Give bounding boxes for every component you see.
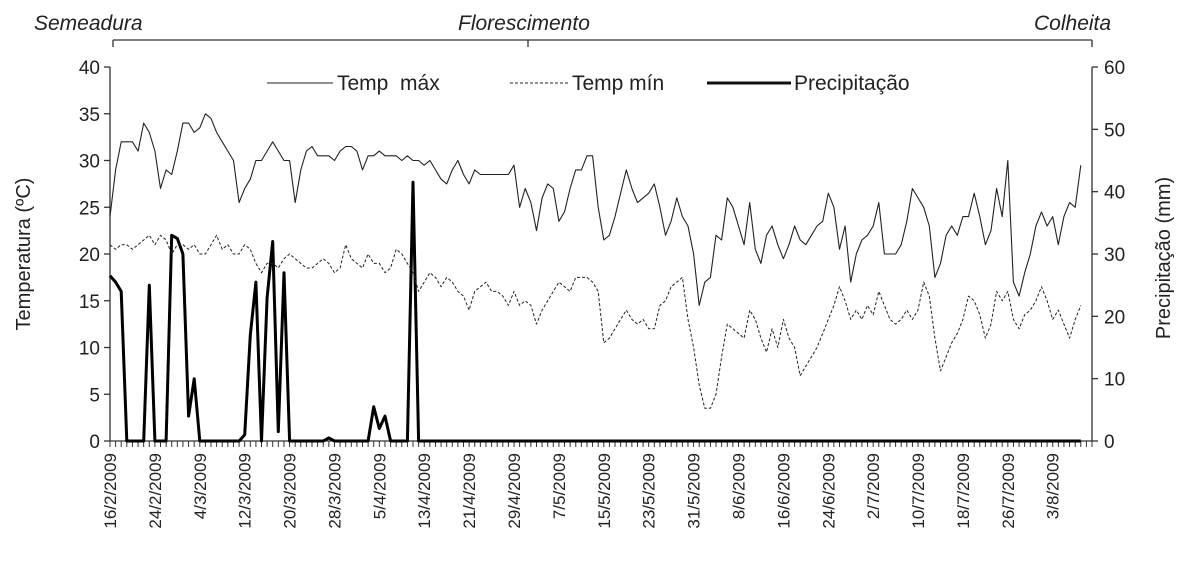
series-line-temp-min (109, 234, 1082, 409)
x-tick-label: 24/2/2009 (146, 453, 165, 529)
legend-label-temp-max: Temp máx (337, 72, 440, 95)
y-tick-left-label: 0 (89, 432, 100, 453)
y-tick-left-label: 30 (79, 152, 100, 173)
y-tick-right-label: 0 (1104, 432, 1115, 453)
x-tick-label: 10/7/2009 (909, 453, 928, 529)
y-tick-left-label: 20 (79, 245, 100, 266)
series-line-temp-max (109, 113, 1082, 306)
x-tick-label: 31/5/2009 (685, 453, 704, 529)
y-ticks-right: 0 10 20 30 40 50 60 (1092, 58, 1125, 453)
axes (109, 67, 1093, 442)
phase-timeline: Semeadura Florescimento Colheita (34, 12, 1111, 47)
y-tick-left-label: 10 (79, 339, 100, 360)
y-tick-right-label: 50 (1104, 120, 1125, 141)
y-tick-left-label: 35 (79, 105, 100, 126)
y-axis-left-label: Temperatura (ºC) (13, 178, 35, 331)
x-tick-label: 15/5/2009 (595, 453, 614, 529)
x-tick-label: 26/7/2009 (999, 453, 1018, 529)
y-tick-right-label: 40 (1104, 183, 1125, 204)
x-tick-label: 16/6/2009 (774, 453, 793, 529)
x-tick-label: 7/5/2009 (550, 453, 569, 519)
y-ticks-left: 0 5 10 15 20 25 30 35 40 (79, 58, 110, 453)
phase-label-semeadura: Semeadura (34, 12, 143, 35)
x-tick-labels: 16/2/2009 24/2/2009 4/3/2009 12/3/2009 20/3/… (101, 453, 1063, 529)
y-tick-left-label: 5 (89, 385, 100, 406)
y-tick-right-label: 60 (1104, 58, 1125, 79)
x-tick-label: 18/7/2009 (954, 453, 973, 529)
y-tick-right-label: 30 (1104, 245, 1125, 266)
legend: Temp máx Temp mín Precipitação (267, 72, 910, 95)
x-tick-label: 8/6/2009 (730, 453, 749, 519)
phase-label-florescimento: Florescimento (458, 12, 590, 35)
x-tick-label: 20/3/2009 (281, 453, 300, 529)
series-layer (108, 113, 1082, 443)
x-tick-label: 29/4/2009 (505, 453, 524, 529)
series-line-precipitacao (108, 180, 1081, 443)
x-tick-label: 23/5/2009 (640, 453, 659, 529)
x-tick-label: 12/3/2009 (236, 453, 255, 529)
legend-label-precipitacao: Precipitação (794, 72, 910, 95)
x-tick-label: 13/4/2009 (415, 453, 434, 529)
y-axis-right-label: Precipitação (mm) (1153, 177, 1175, 339)
x-tick-label: 28/3/2009 (326, 453, 345, 529)
y-tick-left-label: 25 (79, 198, 100, 219)
x-tick-label: 16/2/2009 (101, 453, 120, 529)
x-tick-label: 4/3/2009 (191, 453, 210, 519)
x-tick-label: 21/4/2009 (460, 453, 479, 529)
x-tick-label: 3/8/2009 (1044, 453, 1063, 519)
phase-label-colheita: Colheita (1034, 12, 1111, 35)
x-tick-label: 24/6/2009 (819, 453, 838, 529)
y-tick-left-label: 15 (79, 292, 100, 313)
x-tick-label: 2/7/2009 (864, 453, 883, 519)
y-tick-right-label: 20 (1104, 307, 1125, 328)
y-tick-right-label: 10 (1104, 370, 1125, 391)
x-tick-label: 5/4/2009 (370, 453, 389, 519)
legend-label-temp-min: Temp mín (572, 72, 664, 95)
y-tick-left-label: 40 (79, 58, 100, 79)
